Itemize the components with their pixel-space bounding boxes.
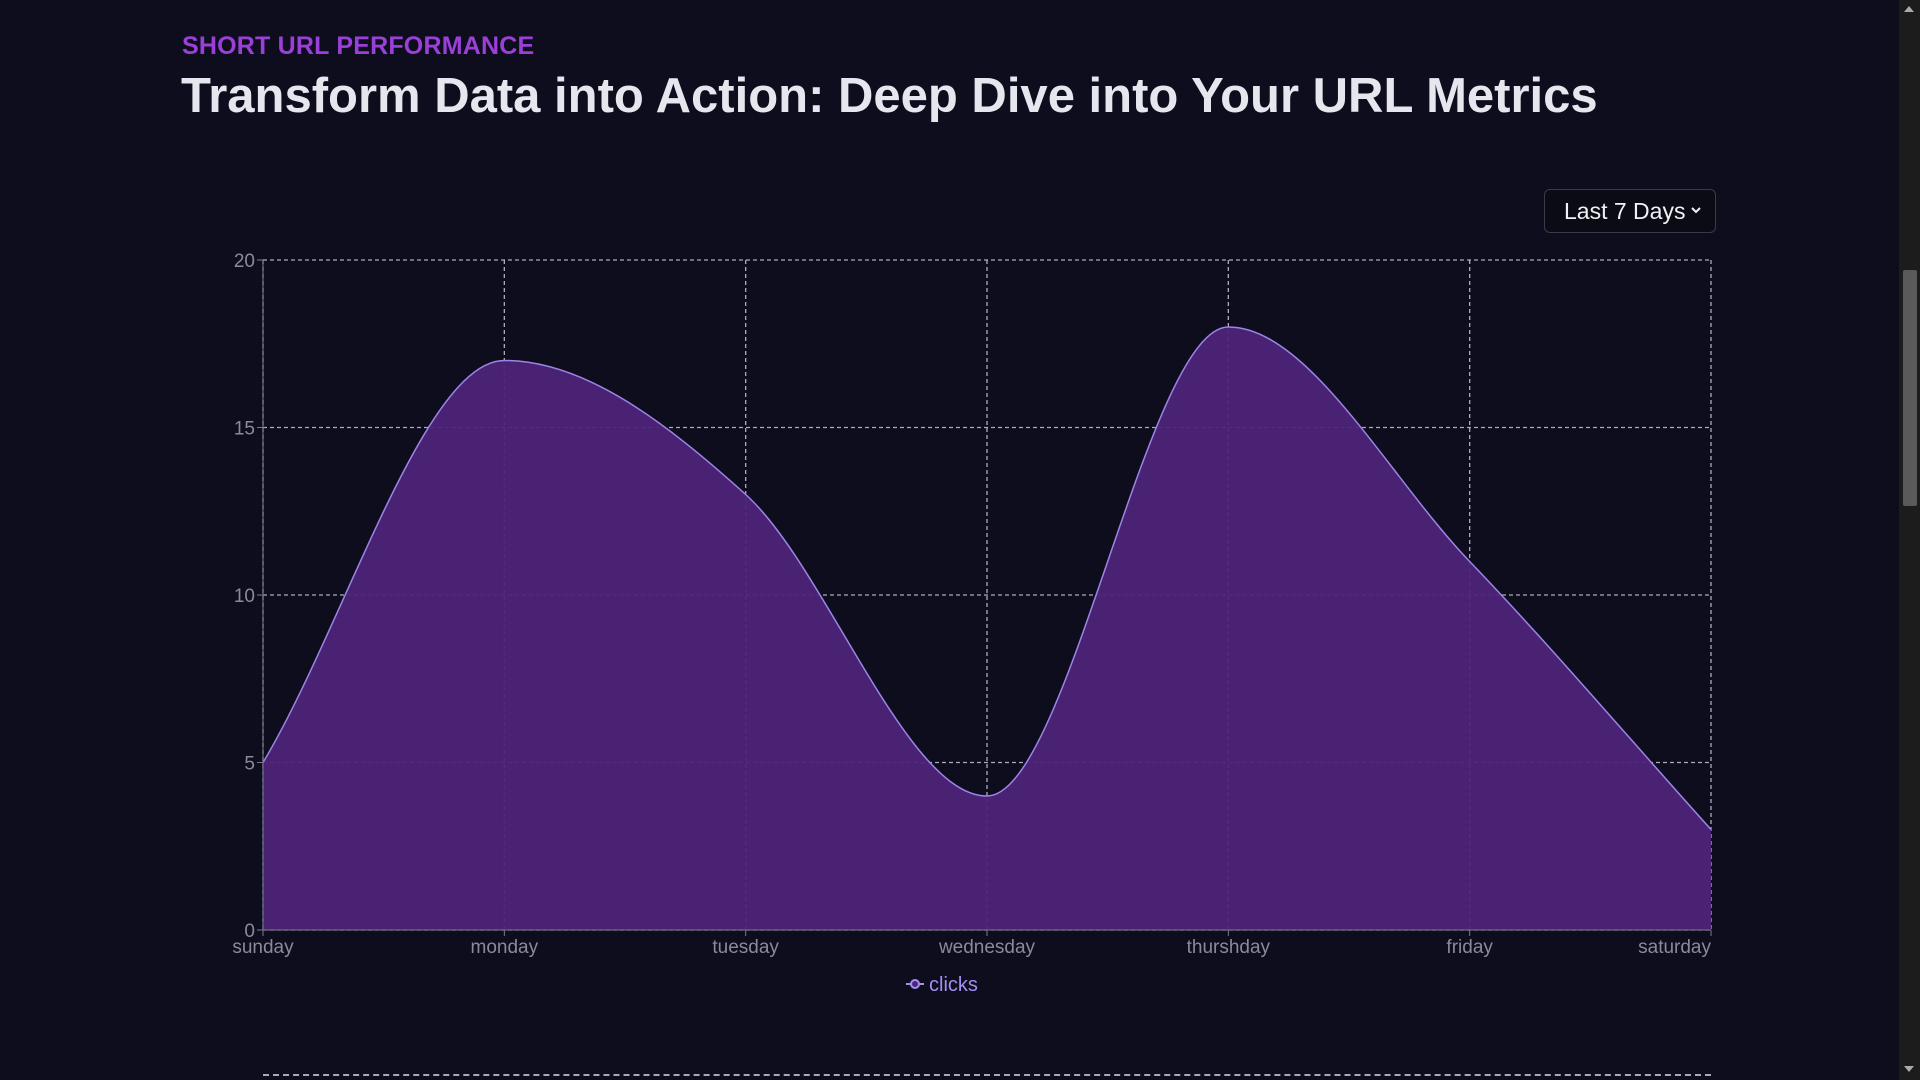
next-chart-gridline [263,1074,1711,1076]
page-scrollbar[interactable] [1899,0,1920,1080]
x-tick-label-4: thurshday [1187,937,1271,958]
x-tick-label-6: saturday [1638,937,1711,958]
chevron-down-icon [1691,207,1701,214]
scroll-up-icon[interactable] [1904,6,1914,12]
y-tick-label-0: 0 [244,921,255,942]
scroll-down-icon[interactable] [1904,1066,1914,1072]
y-tick-label-1: 5 [244,754,255,775]
section-eyebrow: SHORT URL PERFORMANCE [182,32,535,60]
y-tick-label-4: 20 [234,251,255,272]
y-tick-label-2: 10 [234,586,255,607]
scrollbar-thumb[interactable] [1903,270,1917,506]
legend-label-clicks: clicks [929,974,978,996]
x-tick-label-5: friday [1446,937,1493,958]
legend-marker-icon [910,979,920,989]
clicks-area [263,327,1711,930]
date-range-select[interactable]: Last 7 Days [1544,189,1716,233]
x-tick-label-2: tuesday [712,937,779,958]
date-range-value: Last 7 Days [1564,197,1686,224]
y-tick-label-3: 15 [234,419,255,440]
x-tick-label-1: monday [471,937,539,958]
page-title: Transform Data into Action: Deep Dive in… [181,69,1598,123]
x-tick-label-0: sunday [232,937,294,958]
clicks-line [262,326,1712,831]
x-tick-label-3: wednesday [938,937,1036,958]
